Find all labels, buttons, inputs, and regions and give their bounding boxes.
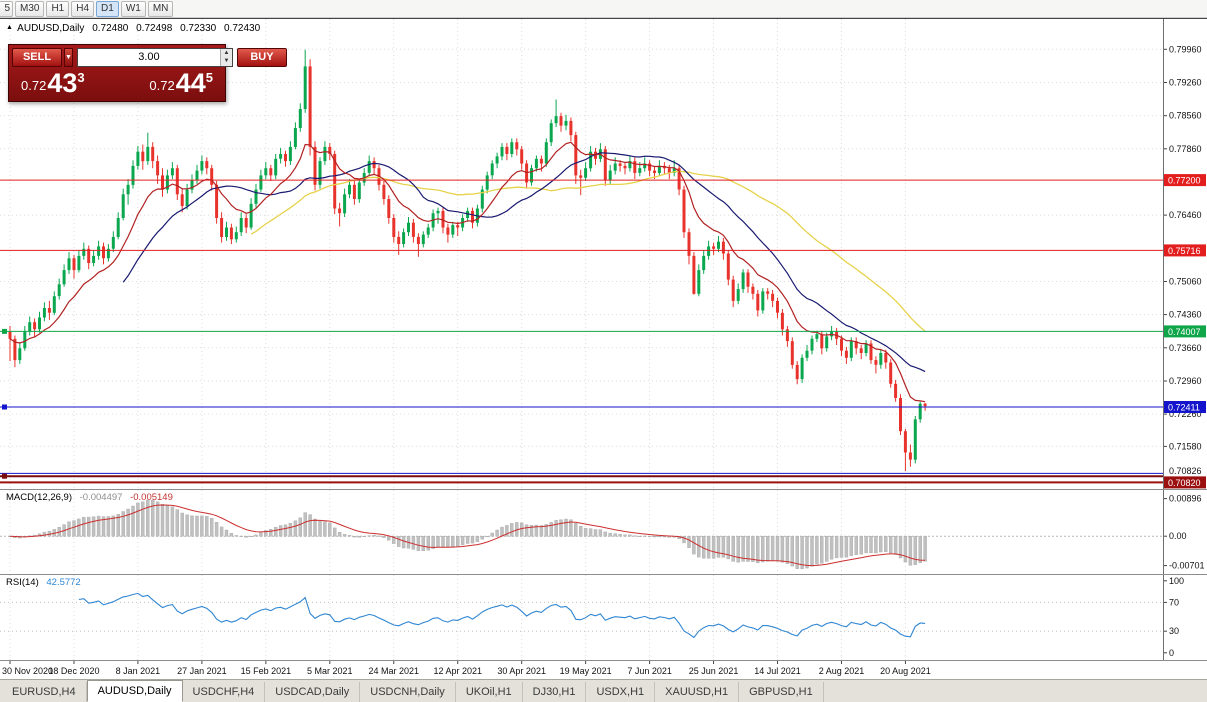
timeframe-w1-button[interactable]: W1 <box>120 0 146 17</box>
ask-price: 0.72 44 5 <box>149 68 213 98</box>
svg-text:0.79960: 0.79960 <box>1169 44 1202 54</box>
svg-text:20 Aug 2021: 20 Aug 2021 <box>880 666 931 676</box>
svg-text:25 Jun 2021: 25 Jun 2021 <box>689 666 739 676</box>
svg-text:0.73660: 0.73660 <box>1169 343 1202 353</box>
macd-main-value: -0.004497 <box>79 492 123 503</box>
timeframe-toolbar: 5 M30 H1 H4 D1 W1 MN <box>0 0 1207 18</box>
svg-text:0.75060: 0.75060 <box>1169 277 1202 287</box>
bid-price-big-digits: 43 <box>47 68 78 98</box>
rsi-label: RSI(14) <box>6 577 39 588</box>
svg-text:30 Nov 2020: 30 Nov 2020 <box>2 666 53 676</box>
tab-usdx-h1[interactable]: USDX,H1 <box>586 682 656 702</box>
ohlc-high-value: 0.72498 <box>136 23 173 34</box>
volume-dropdown-arrow-icon[interactable]: ▼ <box>64 47 73 67</box>
svg-text:0.72960: 0.72960 <box>1169 376 1202 386</box>
svg-text:15 Feb 2021: 15 Feb 2021 <box>241 666 292 676</box>
ohlc-low-value: 0.72330 <box>180 23 217 34</box>
svg-text:0.77860: 0.77860 <box>1169 144 1202 154</box>
svg-text:2 Aug 2021: 2 Aug 2021 <box>819 666 865 676</box>
bid-price: 0.72 43 3 <box>21 68 85 98</box>
timeframe-d1-button[interactable]: D1 <box>96 0 119 17</box>
one-click-trading-panel: SELL ▼ ▲ ▼ BUY 0.72 43 3 0.7 <box>8 44 287 102</box>
svg-text:12 Apr 2021: 12 Apr 2021 <box>433 666 482 676</box>
timeframe-h4-button[interactable]: H4 <box>71 0 95 17</box>
svg-text:0.72411: 0.72411 <box>1168 403 1200 413</box>
volume-input[interactable] <box>77 48 220 66</box>
tab-eurusd-h4[interactable]: EURUSD,H4 <box>2 682 87 702</box>
chart-tabs-bar: EURUSD,H4 AUDUSD,Daily USDCHF,H4 USDCAD,… <box>0 679 1207 702</box>
svg-text:30 Apr 2021: 30 Apr 2021 <box>497 666 546 676</box>
buy-button[interactable]: BUY <box>236 47 287 67</box>
svg-text:0.79260: 0.79260 <box>1169 78 1202 88</box>
svg-text:0.71580: 0.71580 <box>1169 441 1202 451</box>
svg-text:24 Mar 2021: 24 Mar 2021 <box>368 666 419 676</box>
macd-signal-value: -0.005149 <box>130 492 173 503</box>
volume-spinner: ▲ ▼ <box>219 48 232 66</box>
chart-title: ▲ AUDUSD,Daily 0.72480 0.72498 0.72330 0… <box>6 23 265 34</box>
ohlc-close-value: 0.72430 <box>224 23 261 34</box>
svg-text:14 Jul 2021: 14 Jul 2021 <box>754 666 801 676</box>
svg-text:0.00896: 0.00896 <box>1169 494 1202 504</box>
svg-text:7 Jun 2021: 7 Jun 2021 <box>627 666 672 676</box>
macd-header: MACD(12,26,9) -0.004497 -0.005149 <box>6 492 178 503</box>
rsi-indicator-pane[interactable]: 100 70 30 0 RSI(14) 42.5772 <box>0 575 1207 661</box>
macd-label: MACD(12,26,9) <box>6 492 72 503</box>
main-chart-pane[interactable]: 0.79960 0.79260 0.78560 0.77860 0.76460 0.750… <box>0 19 1207 490</box>
timeframe-h1-button[interactable]: H1 <box>46 0 70 17</box>
timeframe-mn-button[interactable]: MN <box>147 0 174 17</box>
tab-usdcnh-daily[interactable]: USDCNH,Daily <box>360 682 456 702</box>
tab-audusd-daily[interactable]: AUDUSD,Daily <box>86 680 183 702</box>
svg-text:0.76460: 0.76460 <box>1169 210 1202 220</box>
ask-price-big-digits: 44 <box>175 68 206 98</box>
svg-text:0: 0 <box>1169 648 1174 658</box>
svg-text:18 Dec 2020: 18 Dec 2020 <box>48 666 99 676</box>
chart-window: 0.79960 0.79260 0.78560 0.77860 0.76460 0.750… <box>0 18 1207 679</box>
svg-text:-0.00701: -0.00701 <box>1169 561 1205 571</box>
tab-xauusd-h1[interactable]: XAUUSD,H1 <box>655 682 740 702</box>
svg-text:0.70826: 0.70826 <box>1169 466 1202 476</box>
rsi-canvas[interactable]: 100 70 30 0 <box>0 575 1207 660</box>
svg-text:19 May 2021: 19 May 2021 <box>560 666 612 676</box>
svg-text:0.77200: 0.77200 <box>1168 176 1201 186</box>
chart-symbol-label: AUDUSD,Daily <box>17 23 85 34</box>
timeframe-m5-button[interactable]: 5 <box>0 0 13 17</box>
rsi-header: RSI(14) 42.5772 <box>6 577 86 588</box>
sell-button[interactable]: SELL <box>12 47 62 67</box>
tab-usdchf-h4[interactable]: USDCHF,H4 <box>183 682 266 702</box>
svg-text:30: 30 <box>1169 626 1179 636</box>
price-chart-canvas[interactable]: 0.79960 0.79260 0.78560 0.77860 0.76460 0.750… <box>0 19 1207 489</box>
svg-text:0.78560: 0.78560 <box>1169 111 1202 121</box>
svg-text:100: 100 <box>1169 576 1184 586</box>
tab-ukoil-h1[interactable]: UKOil,H1 <box>456 682 523 702</box>
volume-spin-down-icon[interactable]: ▼ <box>220 57 232 66</box>
macd-indicator-pane[interactable]: 0.00896 0.00 -0.00701 MACD(12,26,9) -0.004… <box>0 490 1207 575</box>
symbol-marker-icon: ▲ <box>6 24 13 31</box>
macd-canvas[interactable]: 0.00896 0.00 -0.00701 <box>0 490 1207 574</box>
svg-text:70: 70 <box>1169 597 1179 607</box>
bid-price-pipette: 3 <box>77 70 85 85</box>
svg-text:0.74007: 0.74007 <box>1168 327 1201 337</box>
svg-text:0.70820: 0.70820 <box>1168 478 1201 488</box>
volume-spin-up-icon[interactable]: ▲ <box>220 48 232 57</box>
rsi-value: 42.5772 <box>46 577 81 588</box>
svg-text:0.72260: 0.72260 <box>1169 409 1202 419</box>
bid-price-prefix: 0.72 <box>21 78 47 93</box>
svg-text:5 Mar 2021: 5 Mar 2021 <box>307 666 353 676</box>
svg-text:27 Jan 2021: 27 Jan 2021 <box>177 666 227 676</box>
ask-price-pipette: 5 <box>205 70 213 85</box>
svg-text:0.00: 0.00 <box>1169 531 1187 541</box>
tab-usdcad-daily[interactable]: USDCAD,Daily <box>265 682 361 702</box>
svg-text:0.75716: 0.75716 <box>1168 246 1201 256</box>
tab-dj30-h1[interactable]: DJ30,H1 <box>523 682 587 702</box>
time-axis[interactable]: 30 Nov 2020 18 Dec 2020 8 Jan 2021 27 Jan 2… <box>0 661 1207 679</box>
svg-text:0.74360: 0.74360 <box>1169 310 1202 320</box>
ask-price-prefix: 0.72 <box>149 78 175 93</box>
ohlc-open-value: 0.72480 <box>92 23 129 34</box>
svg-text:8 Jan 2021: 8 Jan 2021 <box>116 666 161 676</box>
timeframe-m30-button[interactable]: M30 <box>15 0 45 17</box>
volume-field: ▲ ▼ <box>76 47 233 67</box>
tab-gbpusd-h1[interactable]: GBPUSD,H1 <box>739 682 824 702</box>
